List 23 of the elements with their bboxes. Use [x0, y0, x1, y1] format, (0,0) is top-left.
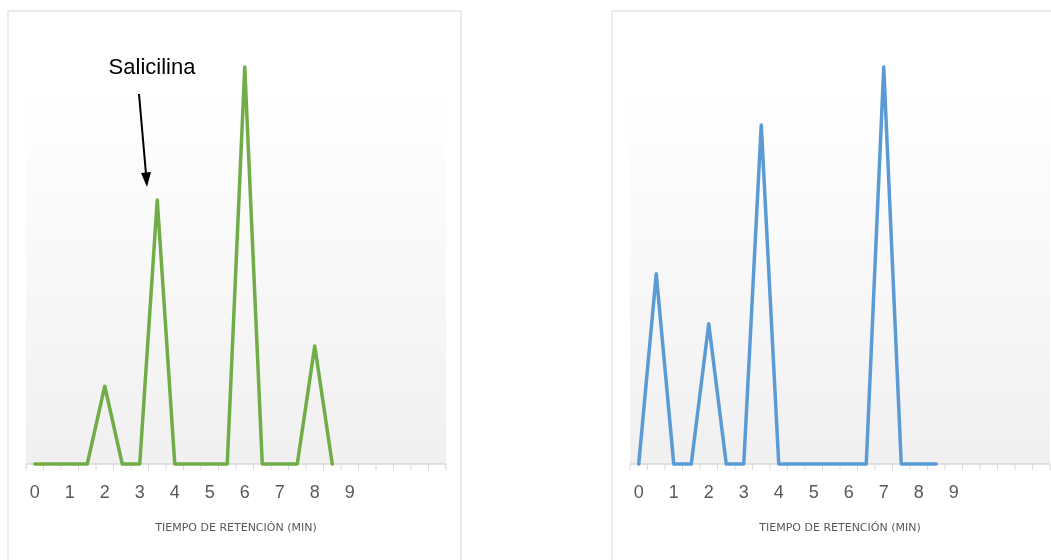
- x-tick-label: 1: [64, 482, 75, 502]
- x-tick-label: 2: [703, 482, 714, 502]
- x-tick-label: 8: [309, 482, 320, 502]
- x-tick-label: 6: [843, 482, 854, 502]
- x-tick-label: 1: [668, 482, 679, 502]
- x-tick-label: 4: [773, 482, 784, 502]
- x-tick-label: 7: [878, 482, 889, 502]
- x-tick-label: 0: [29, 482, 40, 502]
- x-tick-label: 5: [204, 482, 215, 502]
- x-tick-label: 6: [239, 482, 250, 502]
- x-tick-label: 3: [134, 482, 145, 502]
- x-tick-label: 9: [948, 482, 959, 502]
- x-axis-title: TIEMPO DE RETENCIÓN (MIN): [154, 521, 317, 534]
- x-tick-label: 9: [344, 482, 355, 502]
- x-tick-label: 7: [274, 482, 285, 502]
- x-axis-title: TIEMPO DE RETENCIÓN (MIN): [758, 521, 921, 534]
- x-tick-label: 5: [808, 482, 819, 502]
- x-tick-label: 3: [738, 482, 749, 502]
- annotation: Salicilina: [108, 54, 197, 79]
- x-tick-label: 8: [913, 482, 924, 502]
- x-tick-label: 0: [633, 482, 644, 502]
- x-tick-label: 2: [99, 482, 110, 502]
- x-tick-label: 4: [169, 482, 180, 502]
